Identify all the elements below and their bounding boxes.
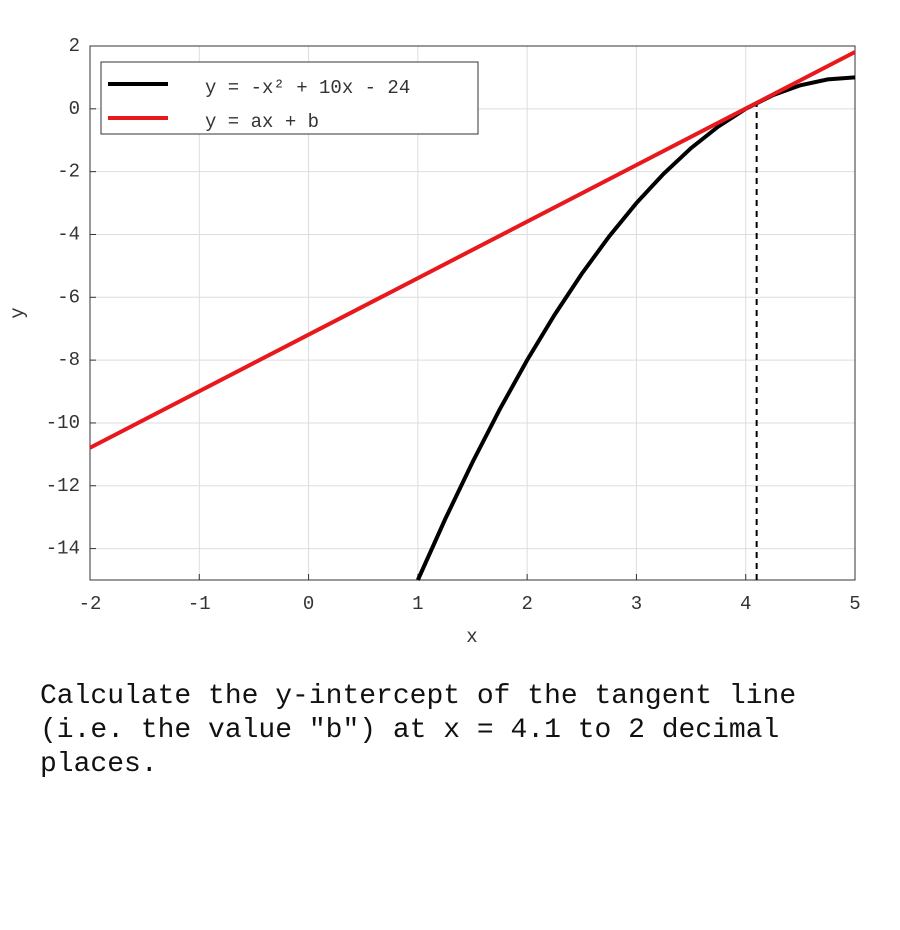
question-text: Calculate the y-intercept of the tangent…: [40, 681, 797, 780]
y-tick-label: -4: [57, 223, 80, 245]
x-axis-label: x: [466, 626, 477, 648]
x-tick-label: -1: [188, 593, 211, 615]
y-axis-label: y: [7, 307, 29, 318]
y-tick-label: -2: [57, 161, 80, 183]
x-tick-label: 0: [303, 593, 314, 615]
x-tick-label: -2: [79, 593, 102, 615]
y-tick-label: -12: [46, 475, 80, 497]
y-tick-label: -14: [46, 538, 80, 560]
x-tick-label: 4: [740, 593, 751, 615]
series-line: [89, 50, 856, 450]
y-tick-label: 0: [69, 98, 80, 120]
legend-label: y = -x² + 10x - 24: [205, 77, 410, 99]
legend-label: y = ax + b: [205, 111, 319, 133]
plot-frame: [89, 45, 856, 581]
x-tick-label: 1: [412, 593, 423, 615]
y-tick-label: -8: [57, 349, 80, 371]
y-tick-label: 2: [69, 35, 80, 57]
x-tick-label: 2: [521, 593, 532, 615]
x-tick-label: 3: [631, 593, 642, 615]
y-tick-label: -6: [57, 286, 80, 308]
y-tick-label: -10: [46, 412, 80, 434]
legend-box: [100, 61, 479, 135]
x-tick-label: 5: [849, 593, 860, 615]
